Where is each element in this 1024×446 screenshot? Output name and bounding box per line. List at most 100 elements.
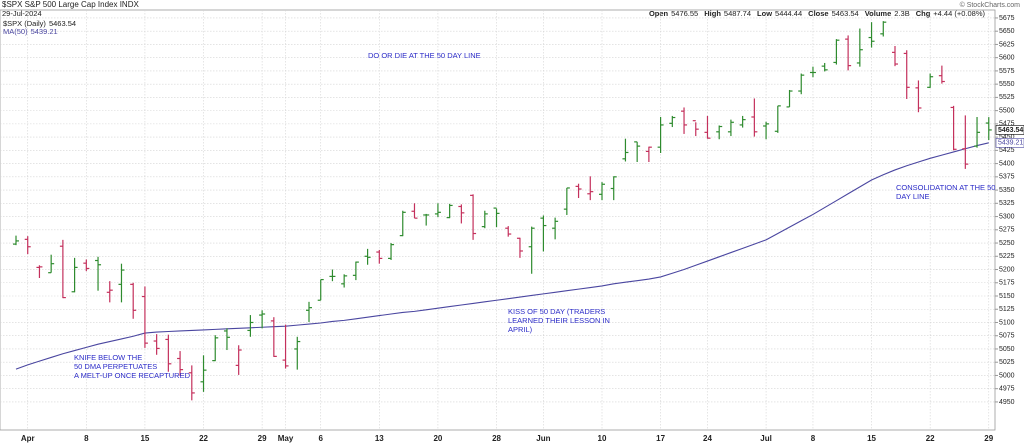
annotation: LEARNED THEIR LESSON IN [508,316,610,325]
y-tick-label: 5575 [999,68,1015,75]
ohlc-bar [927,73,934,88]
ohlc-bar [352,261,359,281]
y-tick-label: 4950 [999,399,1015,406]
ohlc-bar [118,263,125,303]
ohlc-bar [798,73,805,95]
y-tick-label: 5325 [999,200,1015,207]
price-tag-label: 5439.21 [998,140,1023,147]
ohlc-bar [493,207,500,228]
ohlc-bar [59,239,66,299]
price-tag [995,125,1024,135]
ohlc-bar [223,328,230,351]
y-tick-label: 4975 [999,386,1015,393]
y-tick-label: 5050 [999,346,1015,353]
y-tick-label: 5300 [999,213,1015,220]
ohlc-bar [622,138,629,162]
x-tick-label: 22 [926,434,935,443]
ohlc-bar [634,141,641,163]
ohlc-bar [692,120,699,137]
ohlc-bar [399,210,406,237]
ohlc-bar [915,80,922,113]
stat-label: Open [649,9,669,18]
stat-value: +4.44 (+0.08%) [933,9,985,18]
y-tick-label: 5425 [999,147,1015,154]
ohlc-bar [540,215,547,252]
ohlc-bar [388,243,395,260]
x-tick-label: 28 [492,434,501,443]
y-tick-label: 5475 [999,121,1015,128]
x-tick-label: 22 [199,434,208,443]
ohlc-bar [516,237,523,258]
ohlc-bar [505,226,512,237]
ohlc-bar [364,248,371,265]
y-tick-label: 5150 [999,293,1015,300]
ohlc-bar [317,278,324,301]
annotation: DO OR DIE AT THE 50 DAY LINE [368,51,481,60]
ohlc-bar [751,98,758,137]
y-tick-label: 5525 [999,94,1015,101]
ohlc-bar [950,105,957,151]
ohlc-bar [270,317,277,357]
ohlc-bar [856,28,863,67]
legend-value: 5463.54 [49,19,76,28]
ohlc-bar [903,50,910,99]
x-tick-label: 15 [867,434,876,443]
y-tick-label: 5200 [999,266,1015,273]
legend-entry: $SPX (Daily) 5463.54 [3,19,76,28]
ohlc-bar [681,107,688,134]
annotation: A MELT-UP ONCE RECAPTURED [74,371,191,380]
stat-label: High [704,9,721,18]
ohlc-bar [306,301,312,322]
x-tick-label: 29 [984,434,993,443]
ohlc-bar [329,269,336,282]
ohlc-bar [657,116,664,154]
ohlc-bar [892,46,898,67]
y-tick-label: 5075 [999,333,1015,340]
ohlc-bar [880,21,887,37]
x-tick-label: May [278,434,294,443]
y-tick-label: 5175 [999,280,1015,287]
price-tag [995,138,1024,148]
legend-value: 5439.21 [31,27,58,36]
y-tick-label: 5350 [999,187,1015,194]
ohlc-bar [24,236,31,255]
ohlc-bar [165,334,172,372]
ohlc-bar [845,35,852,71]
ohlc-bar [446,203,453,219]
chart-title: $SPX S&P 500 Large Cap Index INDX [2,0,139,9]
price-tag-label: 5463.54 [998,127,1023,134]
stat-label: Close [808,9,828,18]
y-tick-label: 5025 [999,359,1015,366]
y-tick-label: 5675 [999,15,1015,22]
ohlc-bar [868,22,875,48]
ohlc-bar [610,176,617,201]
y-tick-label: 5100 [999,319,1015,326]
legend-name: MA(50) [3,27,28,36]
ohlc-bar [645,146,652,163]
ma-line [15,142,989,370]
stat-value: 5487.74 [724,9,751,18]
ohlc-bar [821,62,828,72]
ohlc-bar [938,65,945,84]
ohlc-bar [587,176,594,201]
annotation: KISS OF 50 DAY (TRADERS [508,307,605,316]
ohlc-bar [106,281,113,303]
ohlc-bar [259,310,266,329]
ohlc-bar [235,345,242,375]
ohlc-bar [458,204,465,224]
legend-name: $SPX (Daily) [3,19,46,28]
header-stats: Open 5476.55 High 5487.74 Low 5444.44 Close 546… [649,9,986,18]
x-tick-label: 8 [84,434,89,443]
y-tick-label: 5400 [999,160,1015,167]
stat-label: Chg [916,9,931,18]
ohlc-bar [774,105,781,133]
x-tick-label: 8 [811,434,816,443]
annotation: KNIFE BELOW THE [74,353,142,362]
legend-entry: MA(50) 5439.21 [3,27,58,36]
annotation: CONSOLIDATION AT THE 50 [896,183,995,192]
ohlc-bar [434,203,441,218]
ohlc-bar [786,89,793,108]
stat-value: 5476.55 [671,9,698,18]
ohlc-bar [282,324,289,369]
ohlc-bar [528,226,535,274]
